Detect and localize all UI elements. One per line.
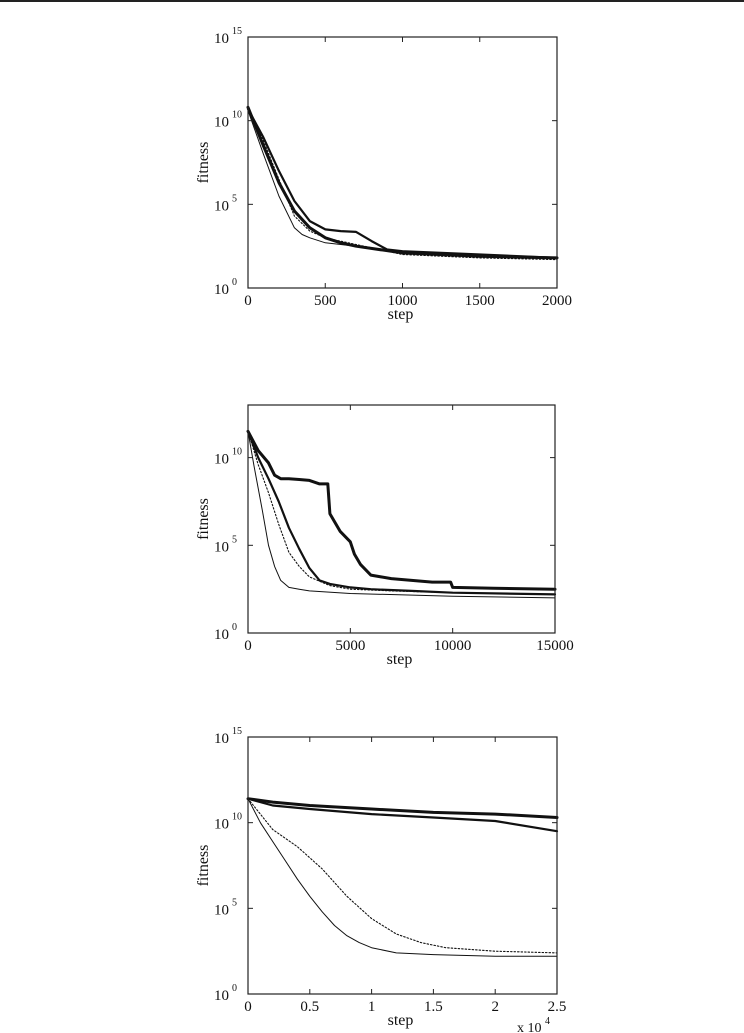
series-line-dotted [247, 430, 556, 595]
series-line-medium [246, 797, 559, 833]
y-tick-label-base: 10 [214, 452, 229, 468]
x-tick-label: 500 [314, 293, 337, 309]
x-axis-label: step [387, 651, 413, 668]
series-line-thick [246, 105, 559, 260]
x-axis-label: step [388, 306, 414, 323]
y-tick-label-exponent: 5 [232, 897, 237, 908]
y-tick-label-base: 10 [214, 988, 229, 1004]
y-tick-label-exponent: 10 [232, 447, 242, 458]
x-tick-label: 5000 [335, 638, 365, 654]
x-axis-multiplier: x 10 [517, 1021, 542, 1033]
y-tick-label-base: 10 [214, 817, 229, 833]
y-axis-label: fitness [195, 845, 212, 887]
x-tick-label: 2000 [542, 293, 572, 309]
y-tick-label-exponent: 15 [232, 726, 242, 737]
y-tick-label-base: 10 [214, 902, 229, 918]
y-tick-label-exponent: 5 [232, 193, 237, 204]
y-tick-label-base: 10 [214, 198, 229, 214]
y-tick-label-base: 10 [214, 115, 229, 131]
y-axis-label: fitness [195, 498, 212, 540]
plot-frame [247, 736, 558, 995]
x-tick-label: 1000 [388, 293, 418, 309]
x-tick-label: 2.5 [548, 999, 567, 1015]
x-axis-label: step [388, 1012, 414, 1029]
x-tick-label: 0.5 [300, 999, 319, 1015]
series-line-dotted [247, 108, 558, 261]
series-line-dotted [247, 798, 558, 954]
series-line-medium [246, 430, 557, 596]
y-tick-label-exponent: 15 [232, 26, 242, 37]
series-line-thick [246, 429, 557, 591]
series-line-medium [246, 107, 559, 259]
plot-frame [247, 404, 556, 634]
series-line-thick [246, 797, 559, 819]
series-line-thin [247, 430, 556, 599]
x-tick-label: 2 [491, 999, 499, 1015]
series-line-thin [247, 110, 558, 259]
y-tick-label-exponent: 10 [232, 110, 242, 121]
y-tick-label-base: 10 [214, 31, 229, 47]
x-tick-label: 10000 [434, 638, 472, 654]
series-line-thin [247, 798, 558, 957]
top-rule [0, 0, 744, 2]
x-tick-label: 1.5 [424, 999, 443, 1015]
y-tick-label-base: 10 [214, 627, 229, 643]
y-tick-label-exponent: 0 [232, 622, 237, 633]
y-tick-label-exponent: 10 [232, 812, 242, 823]
y-tick-label-base: 10 [214, 282, 229, 298]
y-tick-label-exponent: 0 [232, 983, 237, 994]
y-tick-label-exponent: 5 [232, 534, 237, 545]
x-tick-label: 15000 [536, 638, 574, 654]
x-tick-label: 1 [368, 999, 376, 1015]
y-tick-label-exponent: 0 [232, 277, 237, 288]
y-tick-label-base: 10 [214, 731, 229, 747]
x-tick-label: 0 [244, 999, 252, 1015]
y-axis-label: fitness [195, 142, 212, 184]
x-tick-label: 0 [244, 638, 252, 654]
x-tick-label: 1500 [465, 293, 495, 309]
x-axis-multiplier-exponent: 4 [545, 1016, 550, 1027]
y-tick-label-base: 10 [214, 539, 229, 555]
x-tick-label: 0 [244, 293, 252, 309]
